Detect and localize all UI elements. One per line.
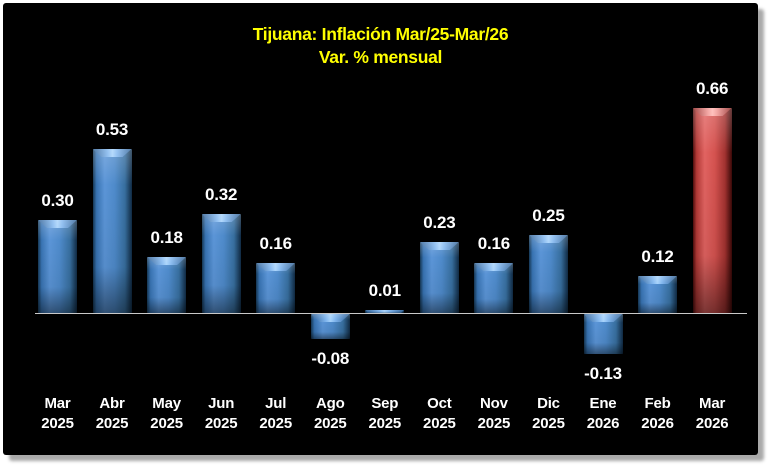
- x-tick-label-abr-2025: Abr 2025: [83, 394, 141, 433]
- bar-sep-2025: [365, 310, 405, 313]
- bar-sheen: [692, 108, 732, 313]
- tick-year: 2025: [532, 414, 565, 432]
- chart-subtitle: Var. % mensual: [318, 47, 443, 67]
- bar-sheen: [38, 220, 77, 313]
- bar-abr-2025: [92, 149, 132, 313]
- bar-value-label-dic-2025: 0.25: [532, 206, 565, 225]
- bar-jun-2025: [201, 214, 241, 313]
- tick-month: Dic: [537, 395, 560, 412]
- tick-month: Oct: [427, 395, 452, 412]
- bar-top-bevel: [202, 214, 241, 222]
- tick-month: Jul: [265, 395, 287, 412]
- chart-panel: Tijuana: Inflación Mar/25-Mar/26 Var. % …: [3, 3, 758, 455]
- bar-top-bevel: [420, 242, 459, 250]
- bar-value-label-jun-2025: 0.32: [204, 185, 238, 204]
- tick-year: 2025: [259, 414, 292, 432]
- bar-top-bevel: [38, 220, 77, 228]
- bar-sheen: [147, 257, 187, 313]
- bar-sheen: [528, 235, 568, 313]
- tick-month: May: [152, 395, 181, 412]
- bar-mar-2025: [38, 220, 77, 313]
- x-tick-label-may-2025: May 2025: [138, 394, 196, 433]
- chart-title-block: Tijuana: Inflación Mar/25-Mar/26 Var. % …: [3, 23, 758, 69]
- tick-month: Ene: [589, 395, 617, 412]
- bar-value-label-mar-2025: 0.30: [41, 191, 74, 210]
- tick-year: 2026: [641, 414, 674, 432]
- bar-top-bevel: [311, 314, 350, 322]
- x-tick-label-mar-2025: Mar 2025: [29, 394, 87, 433]
- tick-year: 2026: [586, 414, 620, 432]
- bar-value-label-may-2025: 0.18: [150, 228, 183, 247]
- bar-value-label-jul-2025: 0.16: [259, 234, 292, 253]
- bar-top-bevel: [584, 314, 623, 322]
- bar-top-bevel: [693, 108, 732, 116]
- bar-value-label-nov-2025: 0.16: [477, 234, 511, 253]
- bar-top-bevel: [529, 235, 568, 243]
- bar-value-label-ene-2026: -0.13: [584, 364, 622, 383]
- x-tick-label-jul-2025: Jul 2025: [247, 394, 305, 433]
- bar-top-bevel: [638, 276, 677, 284]
- x-tick-label-sep-2025: Sep 2025: [356, 394, 414, 433]
- x-tick-label-ene-2026: Ene 2026: [574, 394, 632, 433]
- bar-sheen: [310, 314, 350, 339]
- tick-month: Feb: [644, 395, 671, 412]
- x-tick-label-ago-2025: Ago 2025: [301, 394, 359, 433]
- x-tick-label-oct-2025: Oct 2025: [410, 394, 468, 433]
- tick-month: Ago: [315, 395, 345, 412]
- tick-year: 2025: [204, 414, 238, 432]
- bar-value-label-feb-2026: 0.12: [641, 247, 674, 266]
- x-tick-label-mar-2026: Mar 2026: [683, 394, 741, 433]
- bar-top-bevel: [256, 263, 295, 271]
- bar-top-bevel: [147, 257, 186, 265]
- x-tick-label-dic-2025: Dic 2025: [519, 394, 577, 433]
- bar-may-2025: [147, 257, 187, 313]
- bar-top-bevel: [93, 149, 132, 157]
- tick-year: 2025: [477, 414, 511, 432]
- bar-value-label-ago-2025: -0.08: [311, 349, 350, 368]
- tick-month: Mar: [699, 395, 726, 412]
- bar-ene-2026: [583, 314, 623, 354]
- bar-sheen: [638, 276, 678, 313]
- bar-dic-2025: [528, 235, 568, 313]
- x-tick-label-feb-2026: Feb 2026: [629, 394, 687, 433]
- tick-month: Sep: [371, 395, 399, 412]
- plot-area: 0.30 Mar 2025 0.53 Abr 2025 0.18 May 2025 0.32 Jun…: [3, 3, 758, 455]
- bar-ago-2025: [310, 314, 350, 339]
- bar-feb-2026: [638, 276, 678, 313]
- tick-year: 2025: [423, 414, 456, 432]
- bar-top-bevel: [365, 310, 404, 313]
- bar-value-label-mar-2026: 0.66: [695, 79, 729, 98]
- x-tick-label-jun-2025: Jun 2025: [192, 394, 250, 433]
- x-axis-line: [35, 313, 747, 314]
- bar-sheen: [92, 149, 132, 313]
- tick-month: Abr: [99, 395, 125, 412]
- tick-month: Mar: [44, 395, 71, 412]
- bar-oct-2025: [419, 242, 459, 313]
- tick-year: 2025: [95, 414, 129, 432]
- tick-year: 2025: [150, 414, 183, 432]
- tick-year: 2025: [313, 414, 347, 432]
- chart-title: Tijuana: Inflación Mar/25-Mar/26: [252, 24, 509, 44]
- bar-sheen: [256, 263, 296, 313]
- tick-year: 2026: [695, 414, 729, 432]
- bar-jul-2025: [256, 263, 296, 313]
- tick-month: Jun: [208, 395, 235, 412]
- bar-value-label-abr-2025: 0.53: [95, 120, 129, 139]
- bar-sheen: [365, 310, 405, 313]
- bar-value-label-oct-2025: 0.23: [423, 213, 456, 232]
- x-tick-label-nov-2025: Nov 2025: [465, 394, 523, 433]
- bar-sheen: [419, 242, 459, 313]
- tick-year: 2025: [368, 414, 402, 432]
- bar-sheen: [201, 214, 241, 313]
- bar-top-bevel: [474, 263, 513, 271]
- bar-mar-2026: [692, 108, 732, 313]
- tick-month: Nov: [480, 395, 508, 412]
- bar-value-label-sep-2025: 0.01: [368, 281, 401, 300]
- bar-sheen: [474, 263, 514, 313]
- tick-year: 2025: [41, 414, 74, 432]
- bar-nov-2025: [474, 263, 514, 313]
- bar-sheen: [583, 314, 623, 354]
